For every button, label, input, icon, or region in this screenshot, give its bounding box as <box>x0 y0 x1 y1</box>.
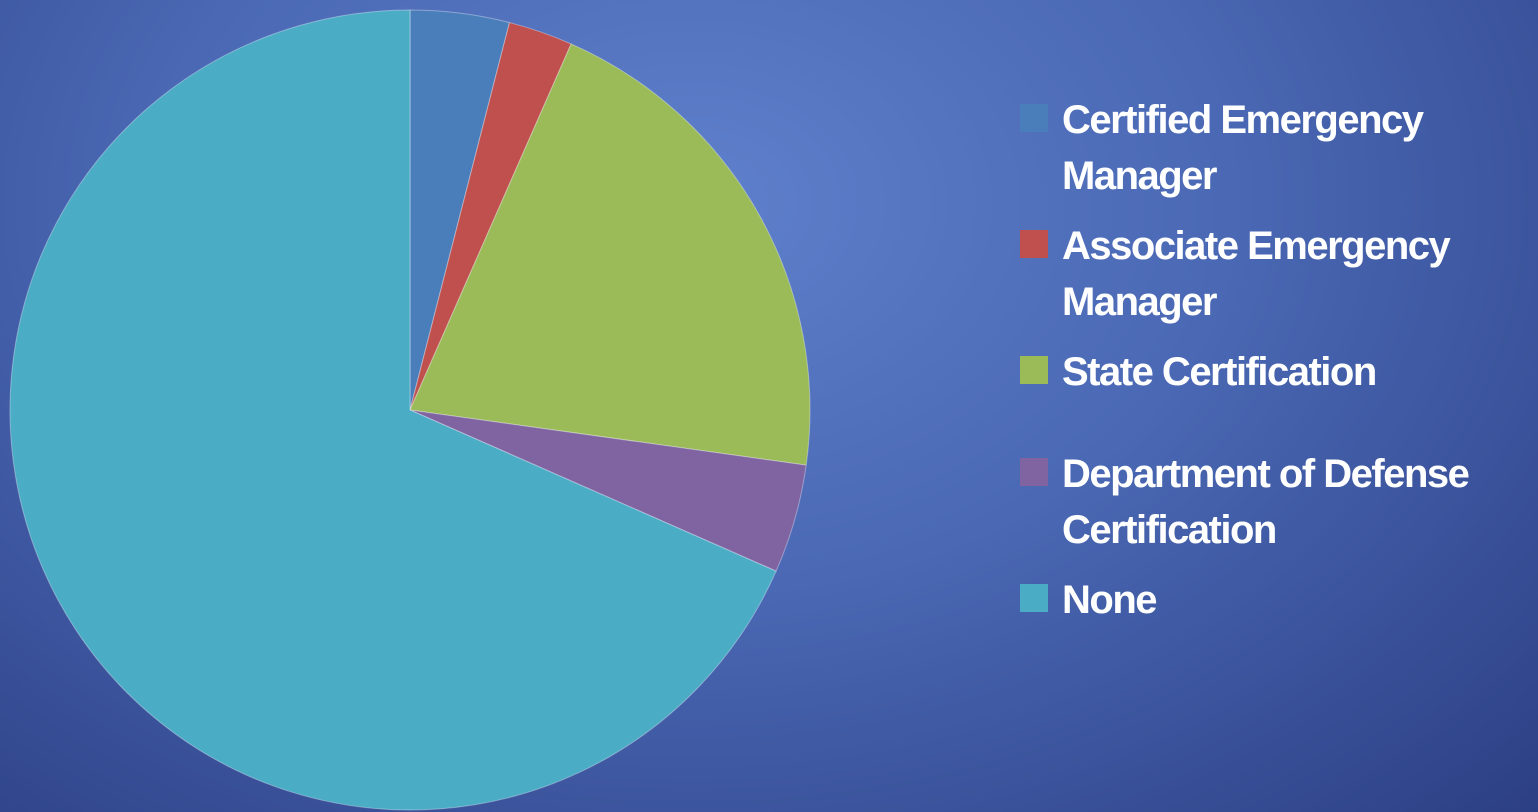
legend-item: Department of Defense Certification <box>1020 446 1530 558</box>
legend-label: Department of Defense Certification <box>1062 452 1470 552</box>
legend-item: Certified Emergency Manager <box>1020 92 1530 204</box>
legend-swatch <box>1020 230 1048 258</box>
pie-slice <box>409 21 572 411</box>
pie-slice <box>409 9 511 411</box>
legend-item: Associate Emergency Manager <box>1020 218 1530 330</box>
legend-swatch <box>1020 584 1048 612</box>
legend-label: Associate Emergency Manager <box>1062 224 1451 324</box>
legend-item: State Certification <box>1020 344 1530 400</box>
pie-slice <box>409 409 807 572</box>
legend-swatch <box>1020 104 1048 132</box>
legend-label: State Certification <box>1062 350 1377 394</box>
legend-label: None <box>1062 578 1158 622</box>
legend-label: Certified Emergency Manager <box>1062 98 1424 198</box>
legend-item: None <box>1020 572 1530 628</box>
legend-swatch <box>1020 458 1048 486</box>
legend: Certified Emergency Manager Associate Eme… <box>1020 92 1530 642</box>
pie-slice <box>409 43 811 466</box>
legend-swatch <box>1020 356 1048 384</box>
pie-slice <box>9 9 777 811</box>
pie-chart <box>9 9 811 811</box>
